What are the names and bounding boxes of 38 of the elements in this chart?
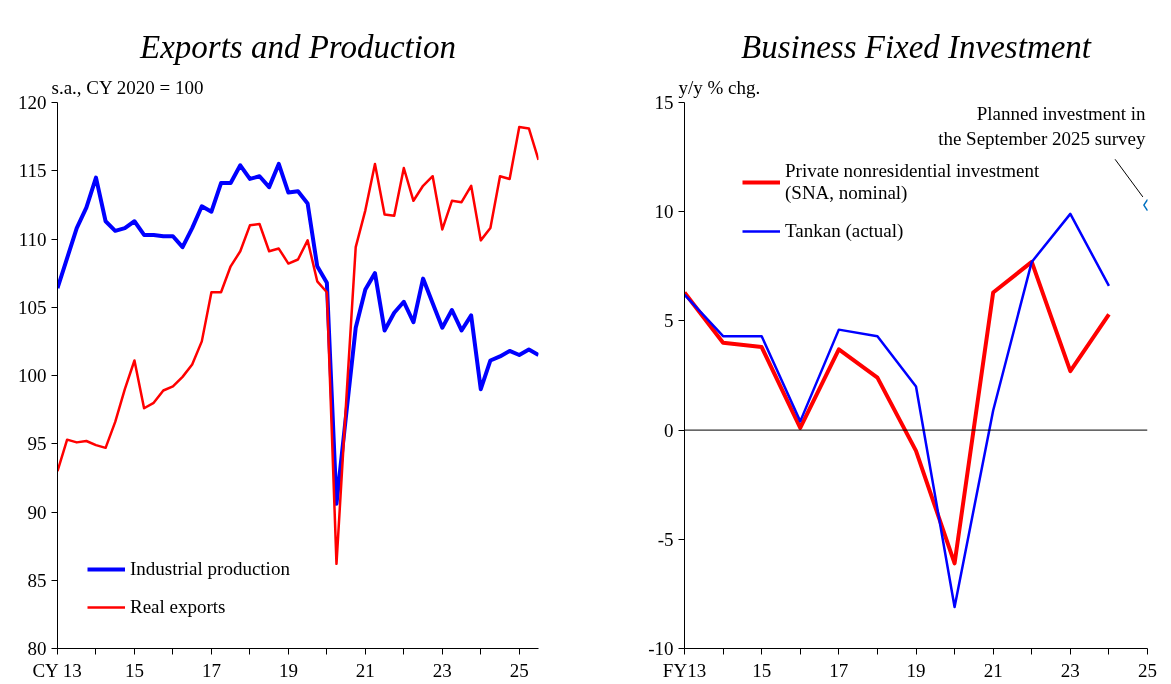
chart-title: Business Fixed Investment (740, 28, 1092, 65)
y-tick-label: 0 (664, 419, 674, 441)
y-tick-label: 15 (654, 92, 674, 113)
x-tick-label: 19 (278, 659, 298, 681)
legend-label: Tankan (actual) (785, 220, 904, 242)
x-tick-label: 23 (432, 659, 452, 681)
x-tick-label: 25 (509, 659, 529, 681)
y-tick-label: 105 (18, 296, 47, 318)
y-axis-title: s.a., CY 2020 = 100 (51, 76, 204, 98)
x-tick-label: 23 (1060, 659, 1080, 681)
legend-label: Industrial production (130, 558, 290, 580)
y-tick-label: 115 (18, 160, 47, 182)
x-tick-label: 21 (983, 659, 1003, 681)
y-tick-label: 90 (27, 501, 47, 523)
x-tick-label: 19 (906, 659, 926, 681)
y-tick-label: 80 (27, 638, 47, 659)
x-tick-label: 17 (829, 659, 849, 681)
y-tick-label: 120 (18, 92, 47, 113)
x-tick-label: 21 (355, 659, 375, 681)
x-tick-label: 15 (752, 659, 772, 681)
y-tick-label: -5 (657, 528, 674, 550)
legend-label: Private nonresidential investment (SNA, nominal) (785, 160, 1040, 204)
annotation: Planned investment in the September 2025 survey (938, 103, 1146, 150)
chart-title: Exports and Production (139, 28, 456, 65)
y-axis-title: y/y % chg. (678, 76, 761, 98)
x-tick-label: 15 (124, 659, 144, 681)
x-tick-label: CY 13 (32, 659, 82, 681)
x-tick-label: 17 (201, 659, 221, 681)
y-tick-label: 95 (27, 433, 47, 455)
y-tick-label: 5 (664, 310, 674, 332)
y-tick-label: 10 (654, 201, 674, 223)
y-tick-label: -10 (648, 638, 674, 659)
x-tick-label: FY13 (662, 659, 707, 681)
legend-label: Real exports (130, 596, 226, 618)
y-tick-label: 110 (18, 228, 47, 250)
y-tick-label: 85 (27, 569, 47, 591)
x-tick-label: 25 (1138, 659, 1157, 681)
y-tick-label: 100 (18, 365, 47, 386)
